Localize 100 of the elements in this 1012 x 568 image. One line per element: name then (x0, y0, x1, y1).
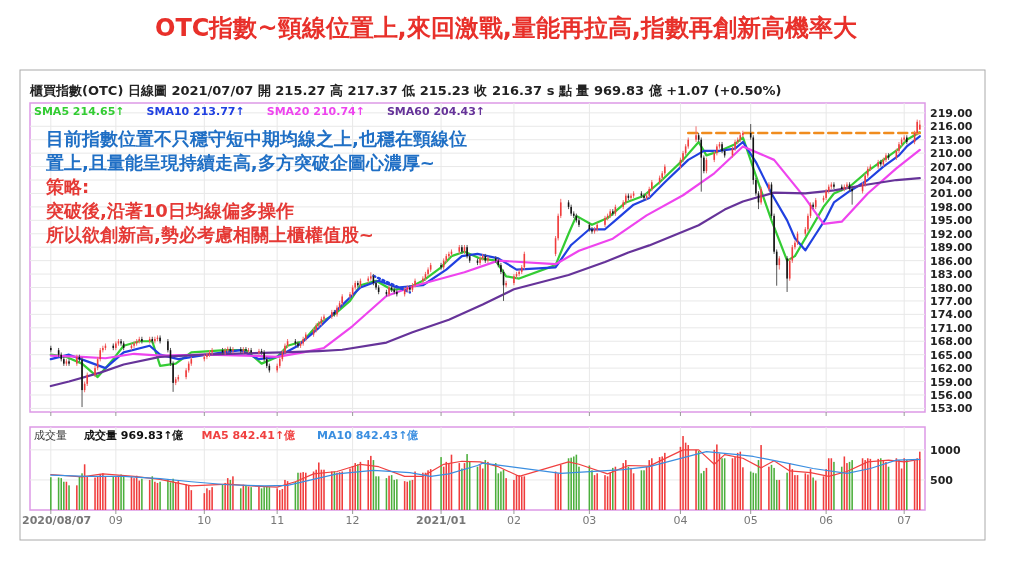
y-tick-label: 195.00 (930, 214, 973, 228)
candlestick (513, 273, 515, 286)
y-tick-label: 207.00 (930, 160, 973, 174)
candlestick (370, 271, 372, 282)
y-tick-label: 198.00 (930, 200, 973, 214)
candlestick (721, 141, 723, 154)
x-tick-label: 2021/01 (416, 514, 467, 527)
annotation: 所以欲創新高,勢必考慮相關上櫃權值股~ (45, 224, 374, 245)
candlestick (422, 275, 424, 284)
candlestick (919, 119, 921, 131)
y-tick-label: 165.00 (930, 348, 973, 362)
y-tick-label: 201.00 (930, 187, 973, 201)
candlestick (760, 186, 762, 206)
candlestick (851, 186, 853, 206)
candlestick (768, 181, 770, 192)
y-tick-label: 153.00 (930, 402, 973, 416)
candlestick (388, 284, 390, 297)
x-tick-label: 11 (270, 514, 285, 527)
candlestick (487, 255, 489, 264)
candlestick (700, 136, 703, 193)
x-tick-label: 10 (197, 514, 212, 527)
candlestick (427, 266, 429, 277)
candlestick (318, 320, 320, 329)
candlestick (903, 134, 905, 143)
candlestick (505, 280, 507, 288)
candlestick (396, 289, 398, 297)
candlestick (877, 159, 879, 170)
candlestick (578, 217, 580, 228)
candlestick (440, 262, 442, 271)
candlestick (305, 331, 307, 342)
candlestick (120, 338, 122, 347)
chart-subtitle: 櫃買指數(OTC) 日線圖 2021/07/07 開 215.27 高 217.37 低 215.23 收 216.37 s 點 量 969.83 億 +1.07 (+0.50%) (29, 83, 782, 98)
text: MA10 842.43↑億 (317, 429, 420, 442)
y-tick-label: 219.00 (930, 106, 973, 120)
y-tick-label: 156.00 (930, 388, 973, 402)
y-tick-label: 159.00 (930, 375, 973, 389)
candlestick (60, 351, 62, 362)
x-tick-label: 03 (582, 514, 597, 527)
candlestick (812, 201, 814, 210)
candlestick (518, 269, 520, 277)
chart-title: OTC指數~頸線位置上,來回激戰,量能再拉高,指數再創新高機率大 (155, 14, 858, 42)
candlestick (695, 125, 697, 143)
candlestick (885, 152, 887, 163)
x-tick-label: 12 (345, 514, 360, 527)
x-tick-label: 09 (108, 514, 123, 527)
candlestick (591, 226, 593, 235)
candlestick (50, 345, 52, 353)
candlestick (630, 192, 632, 201)
x-tick-label: 04 (673, 514, 688, 527)
annotation: 目前指數位置不只穩守短中期均線之上,也穩在頸線位 (46, 128, 467, 149)
y-tick-label: 500 (930, 473, 954, 487)
candlestick (604, 215, 606, 228)
candlestick (68, 358, 70, 367)
annotation: 成交量 969.83↑億 (83, 429, 185, 442)
candlestick (612, 208, 614, 217)
x-tick-label: 02 (506, 514, 521, 527)
y-tick-label: 213.00 (930, 133, 973, 147)
y-tick-label: 171.00 (930, 321, 973, 335)
text: SMA20 210.74↑ (266, 105, 365, 118)
annotation: 突破後,沿著10日均線偏多操作 (45, 200, 294, 221)
text: SMA5 214.65↑ (34, 105, 125, 118)
x-tick-label: 07 (897, 514, 912, 527)
candlestick (245, 346, 247, 354)
y-tick-label: 210.00 (930, 147, 973, 161)
annotation: 置上,且量能呈現持續走高,多方突破企圖心濃厚~ (45, 152, 435, 173)
y-tick-label: 168.00 (930, 335, 973, 349)
y-tick-label: 183.00 (930, 268, 973, 282)
y-tick-label: 204.00 (930, 174, 973, 188)
text: SMA60 204.43↑ (386, 105, 486, 118)
x-tick-label: 05 (743, 514, 758, 527)
text: SMA10 213.77↑ (146, 105, 245, 118)
candlestick (570, 204, 572, 217)
y-tick-label: 192.00 (930, 227, 973, 241)
candlestick (786, 255, 788, 293)
y-tick-label: 180.00 (930, 281, 973, 295)
candlestick (133, 340, 135, 349)
candlestick (742, 130, 744, 138)
candlestick (81, 356, 83, 408)
candlestick (643, 192, 645, 201)
candlestick (664, 163, 666, 177)
x-tick-label: 06 (819, 514, 834, 527)
y-tick-label: 1000 (930, 443, 961, 457)
candlestick (414, 278, 416, 288)
annotation: 策略: (45, 176, 90, 197)
candlestick (367, 275, 370, 284)
y-tick-label: 216.00 (930, 120, 973, 134)
candlestick (846, 181, 848, 190)
chart-title: 成交量 (34, 429, 67, 442)
candlestick (341, 293, 343, 306)
y-tick-label: 162.00 (930, 362, 973, 376)
candlestick (232, 346, 234, 354)
candlestick (448, 251, 450, 259)
y-tick-label: 174.00 (930, 308, 973, 322)
candlestick (833, 181, 835, 190)
y-tick-label: 189.00 (930, 241, 973, 255)
candlestick (336, 304, 338, 318)
candlestick (315, 322, 317, 333)
y-tick-label: 177.00 (930, 294, 973, 308)
candlestick (141, 336, 143, 344)
candlestick (323, 313, 325, 322)
